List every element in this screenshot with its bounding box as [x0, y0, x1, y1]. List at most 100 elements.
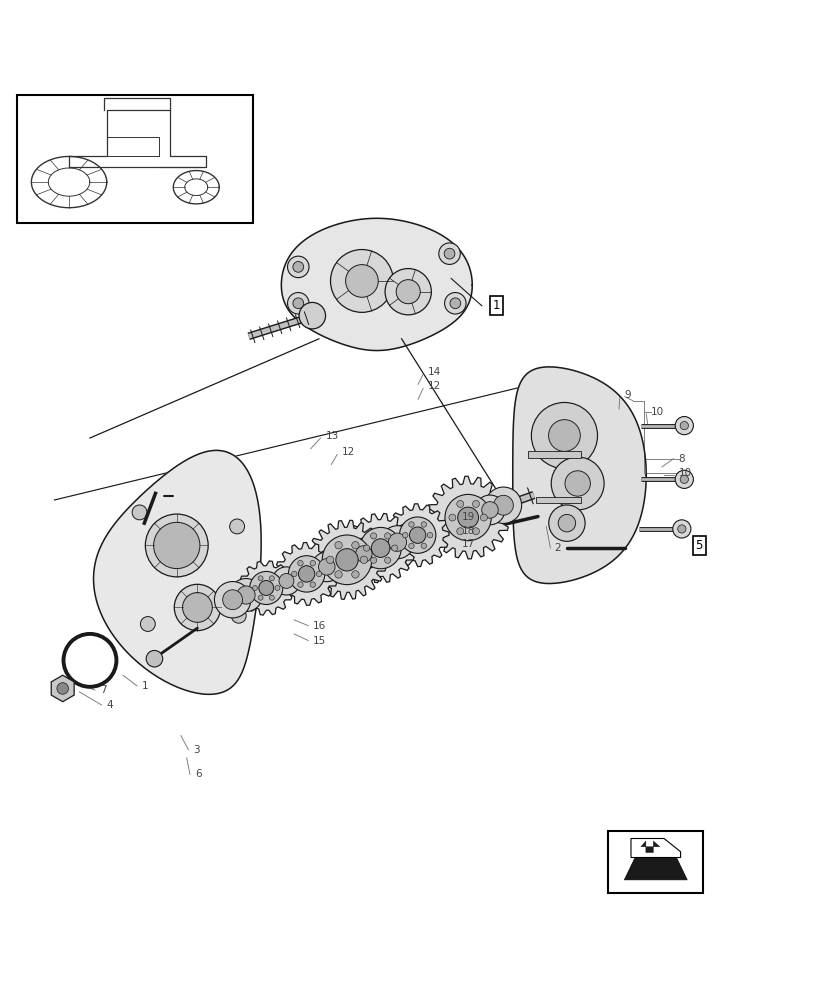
Circle shape: [298, 582, 303, 587]
Circle shape: [351, 541, 359, 549]
Circle shape: [674, 470, 692, 488]
Circle shape: [345, 265, 378, 297]
Circle shape: [287, 256, 308, 278]
Circle shape: [421, 543, 426, 549]
Circle shape: [269, 595, 274, 600]
Text: 1: 1: [492, 299, 500, 312]
Circle shape: [334, 571, 342, 578]
Circle shape: [370, 557, 376, 563]
Circle shape: [293, 298, 304, 309]
Polygon shape: [640, 841, 659, 853]
Circle shape: [360, 527, 401, 569]
Circle shape: [557, 514, 575, 532]
Text: 10: 10: [677, 468, 691, 478]
Polygon shape: [385, 504, 448, 567]
Polygon shape: [275, 542, 337, 605]
Circle shape: [309, 560, 315, 566]
Circle shape: [288, 556, 324, 592]
Circle shape: [370, 539, 390, 557]
Circle shape: [347, 538, 379, 570]
Circle shape: [334, 541, 342, 549]
Polygon shape: [307, 520, 386, 599]
Circle shape: [322, 535, 371, 585]
Circle shape: [312, 552, 342, 582]
Circle shape: [351, 571, 359, 578]
Polygon shape: [512, 367, 645, 584]
Circle shape: [548, 505, 585, 541]
Text: 17: 17: [461, 539, 475, 549]
Circle shape: [448, 514, 456, 521]
Circle shape: [481, 502, 498, 518]
Text: 6: 6: [194, 769, 201, 779]
Circle shape: [132, 505, 147, 520]
Circle shape: [291, 571, 297, 577]
Circle shape: [427, 532, 433, 538]
Text: 13: 13: [325, 431, 338, 441]
Text: 3: 3: [193, 745, 199, 755]
Circle shape: [444, 293, 466, 314]
Circle shape: [360, 556, 367, 564]
Polygon shape: [93, 450, 261, 694]
Circle shape: [409, 543, 414, 549]
Polygon shape: [281, 218, 471, 351]
Circle shape: [237, 586, 255, 604]
Circle shape: [250, 571, 283, 605]
Polygon shape: [624, 858, 686, 880]
Circle shape: [272, 567, 300, 595]
Circle shape: [385, 269, 431, 315]
Text: 1: 1: [142, 681, 149, 691]
Circle shape: [258, 595, 263, 600]
Circle shape: [355, 546, 371, 562]
Circle shape: [384, 533, 390, 539]
Circle shape: [388, 533, 406, 551]
Circle shape: [370, 533, 376, 539]
Circle shape: [298, 560, 303, 566]
Circle shape: [438, 243, 460, 264]
Circle shape: [421, 522, 426, 527]
Circle shape: [531, 402, 597, 469]
Circle shape: [679, 475, 687, 483]
Circle shape: [309, 582, 315, 587]
Circle shape: [287, 293, 308, 314]
Circle shape: [443, 248, 454, 259]
Circle shape: [214, 582, 251, 618]
Circle shape: [548, 420, 580, 451]
Circle shape: [395, 280, 420, 304]
Circle shape: [384, 557, 390, 563]
Circle shape: [493, 495, 513, 515]
Text: 5: 5: [695, 539, 702, 552]
Circle shape: [326, 556, 333, 564]
Circle shape: [318, 559, 335, 575]
Circle shape: [457, 500, 463, 507]
Circle shape: [485, 487, 521, 523]
Circle shape: [363, 545, 369, 551]
Circle shape: [674, 417, 692, 435]
Circle shape: [409, 527, 425, 543]
Circle shape: [316, 571, 322, 577]
Circle shape: [330, 250, 393, 312]
Circle shape: [231, 608, 246, 623]
Circle shape: [551, 457, 604, 510]
Text: 4: 4: [107, 700, 113, 710]
Text: 19: 19: [461, 512, 475, 522]
Circle shape: [154, 522, 199, 569]
Polygon shape: [426, 476, 509, 559]
Circle shape: [564, 471, 590, 496]
Text: 9: 9: [624, 390, 631, 400]
Circle shape: [298, 566, 314, 582]
Circle shape: [174, 584, 220, 631]
Text: 10: 10: [651, 407, 663, 417]
Circle shape: [146, 650, 163, 667]
Circle shape: [222, 590, 242, 610]
Circle shape: [402, 532, 408, 538]
Circle shape: [141, 617, 155, 631]
Circle shape: [293, 262, 304, 272]
Circle shape: [299, 302, 325, 329]
Circle shape: [457, 528, 463, 535]
Circle shape: [472, 528, 479, 535]
Circle shape: [480, 514, 487, 521]
Circle shape: [449, 298, 460, 309]
Bar: [608, 831, 702, 893]
Text: 8: 8: [677, 454, 684, 464]
Circle shape: [399, 517, 435, 553]
